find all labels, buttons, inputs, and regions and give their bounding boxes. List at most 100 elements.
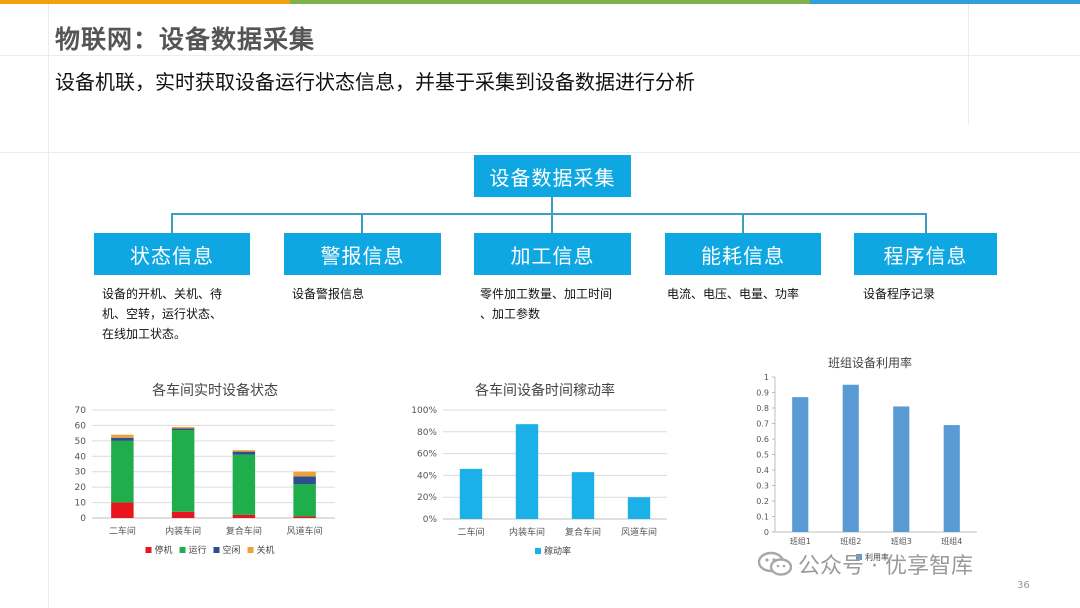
- connector-trunk: [551, 197, 553, 214]
- node-description: 设备程序记录: [863, 284, 1013, 304]
- y-tick-label: 0.7: [756, 420, 769, 429]
- bar-利用率: [893, 406, 910, 532]
- node-label: 警报信息: [320, 243, 405, 268]
- y-tick-label: 10: [75, 499, 87, 509]
- y-tick-label: 0: [80, 514, 86, 524]
- connector-branch: [742, 213, 744, 234]
- legend-swatch: [247, 547, 254, 553]
- desc-line: 零件加工数量、加工时间: [480, 287, 613, 301]
- y-tick-label: 0.5: [756, 451, 769, 460]
- bar-停机: [293, 516, 316, 518]
- bar-稼动率: [571, 472, 595, 519]
- connector-branch: [551, 213, 553, 234]
- chart-title: 班组设备利用率: [827, 356, 912, 370]
- y-tick-label: 40: [75, 452, 87, 462]
- desc-line: 设备警报信息: [292, 287, 365, 301]
- x-tick-label: 班组4: [941, 536, 962, 546]
- y-tick-label: 0: [764, 528, 769, 537]
- bar-稼动率: [459, 468, 483, 519]
- page-title: 物联网：设备数据采集: [55, 25, 316, 54]
- bar-空闲: [232, 451, 256, 455]
- x-tick-label: 班组2: [840, 536, 861, 546]
- y-tick-label: 0.4: [756, 466, 769, 475]
- bar-停机: [171, 511, 195, 518]
- x-tick-label: 内装车间: [165, 525, 201, 537]
- node-energy-info: 能耗信息: [665, 233, 821, 275]
- bar-运行: [232, 454, 256, 515]
- x-tick-label: 复合车间: [565, 526, 601, 538]
- y-tick-label: 30: [75, 468, 87, 478]
- bar-停机: [232, 514, 256, 518]
- chart-title: 各车间实时设备状态: [152, 383, 278, 399]
- watermark-text: 公众号 · 优享智库: [798, 554, 973, 579]
- y-tick-label: 0.3: [756, 482, 769, 491]
- bar-空闲: [293, 476, 316, 485]
- node-description: 电流、电压、电量、功率: [667, 284, 827, 304]
- node-status-info: 状态信息: [94, 233, 250, 275]
- wechat-icon: [757, 551, 793, 577]
- y-tick-label: 0.8: [756, 404, 769, 413]
- legend-label: 关机: [257, 544, 275, 556]
- connector-horizontal: [172, 213, 927, 215]
- node-description: 零件加工数量、加工时间 、加工参数: [480, 284, 640, 324]
- page-subtitle: 设备机联，实时获取设备运行状态信息，并基于采集到设备数据进行分析: [55, 70, 695, 94]
- desc-line: 电流、电压、电量、功率: [667, 287, 800, 301]
- x-tick-label: 二车间: [109, 525, 136, 537]
- y-tick-label: 100%: [411, 406, 437, 416]
- bar-关机: [232, 450, 256, 452]
- y-tick-label: 0%: [423, 515, 438, 525]
- node-description: 设备警报信息: [292, 284, 442, 304]
- legend-swatch: [535, 548, 541, 554]
- y-tick-label: 20%: [417, 493, 437, 503]
- bar-关机: [293, 471, 316, 477]
- bar-利用率: [792, 397, 809, 532]
- bar-停机: [111, 502, 134, 518]
- legend-swatch: [856, 554, 862, 560]
- bar-利用率: [943, 425, 960, 532]
- y-tick-label: 70: [75, 406, 87, 416]
- y-tick-label: 0.1: [756, 513, 769, 522]
- bar-空闲: [111, 437, 134, 441]
- guide-line: [0, 152, 1080, 153]
- guide-line: [48, 4, 49, 608]
- legend-swatch: [213, 547, 220, 553]
- watermark: 公众号 · 优享智库: [757, 548, 973, 580]
- bar-关机: [111, 434, 134, 438]
- x-tick-label: 复合车间: [226, 525, 262, 537]
- legend-swatch: [179, 547, 186, 553]
- page-number: 36: [1017, 580, 1030, 591]
- bar-稼动率: [627, 497, 651, 519]
- node-description: 设备的开机、关机、待 机、空转，运行状态、 在线加工状态。: [102, 284, 252, 344]
- x-tick-label: 二车间: [457, 526, 484, 538]
- y-tick-label: 0.2: [756, 497, 769, 506]
- root-node-label: 设备数据采集: [489, 165, 616, 190]
- root-node: 设备数据采集: [474, 155, 631, 197]
- desc-line: 、加工参数: [480, 307, 541, 321]
- legend-label: 停机: [155, 544, 173, 556]
- legend-label: 空闲: [223, 544, 241, 556]
- legend-swatch: [145, 547, 152, 553]
- bar-空闲: [171, 428, 195, 431]
- node-label: 状态信息: [130, 243, 214, 268]
- chart-title: 各车间设备时间稼动率: [475, 383, 615, 399]
- y-tick-label: 0.9: [756, 389, 769, 398]
- x-tick-label: 内装车间: [509, 526, 545, 538]
- desc-line: 机、空转，运行状态、: [102, 307, 223, 321]
- y-tick-label: 80%: [417, 428, 437, 438]
- node-program-info: 程序信息: [854, 233, 997, 275]
- node-processing-info: 加工信息: [474, 233, 631, 275]
- bar-运行: [293, 484, 316, 517]
- y-tick-label: 60: [75, 421, 87, 431]
- node-alarm-info: 警报信息: [284, 233, 441, 275]
- desc-line: 设备程序记录: [863, 287, 936, 301]
- x-tick-label: 风道车间: [287, 525, 323, 537]
- desc-line: 设备的开机、关机、待: [102, 287, 223, 301]
- connector-branch: [361, 213, 363, 234]
- x-tick-label: 班组3: [891, 536, 912, 546]
- top-accent-bar: [0, 0, 1080, 4]
- y-tick-label: 50: [75, 437, 87, 447]
- x-tick-label: 班组1: [790, 536, 811, 546]
- bar-关机: [171, 426, 195, 429]
